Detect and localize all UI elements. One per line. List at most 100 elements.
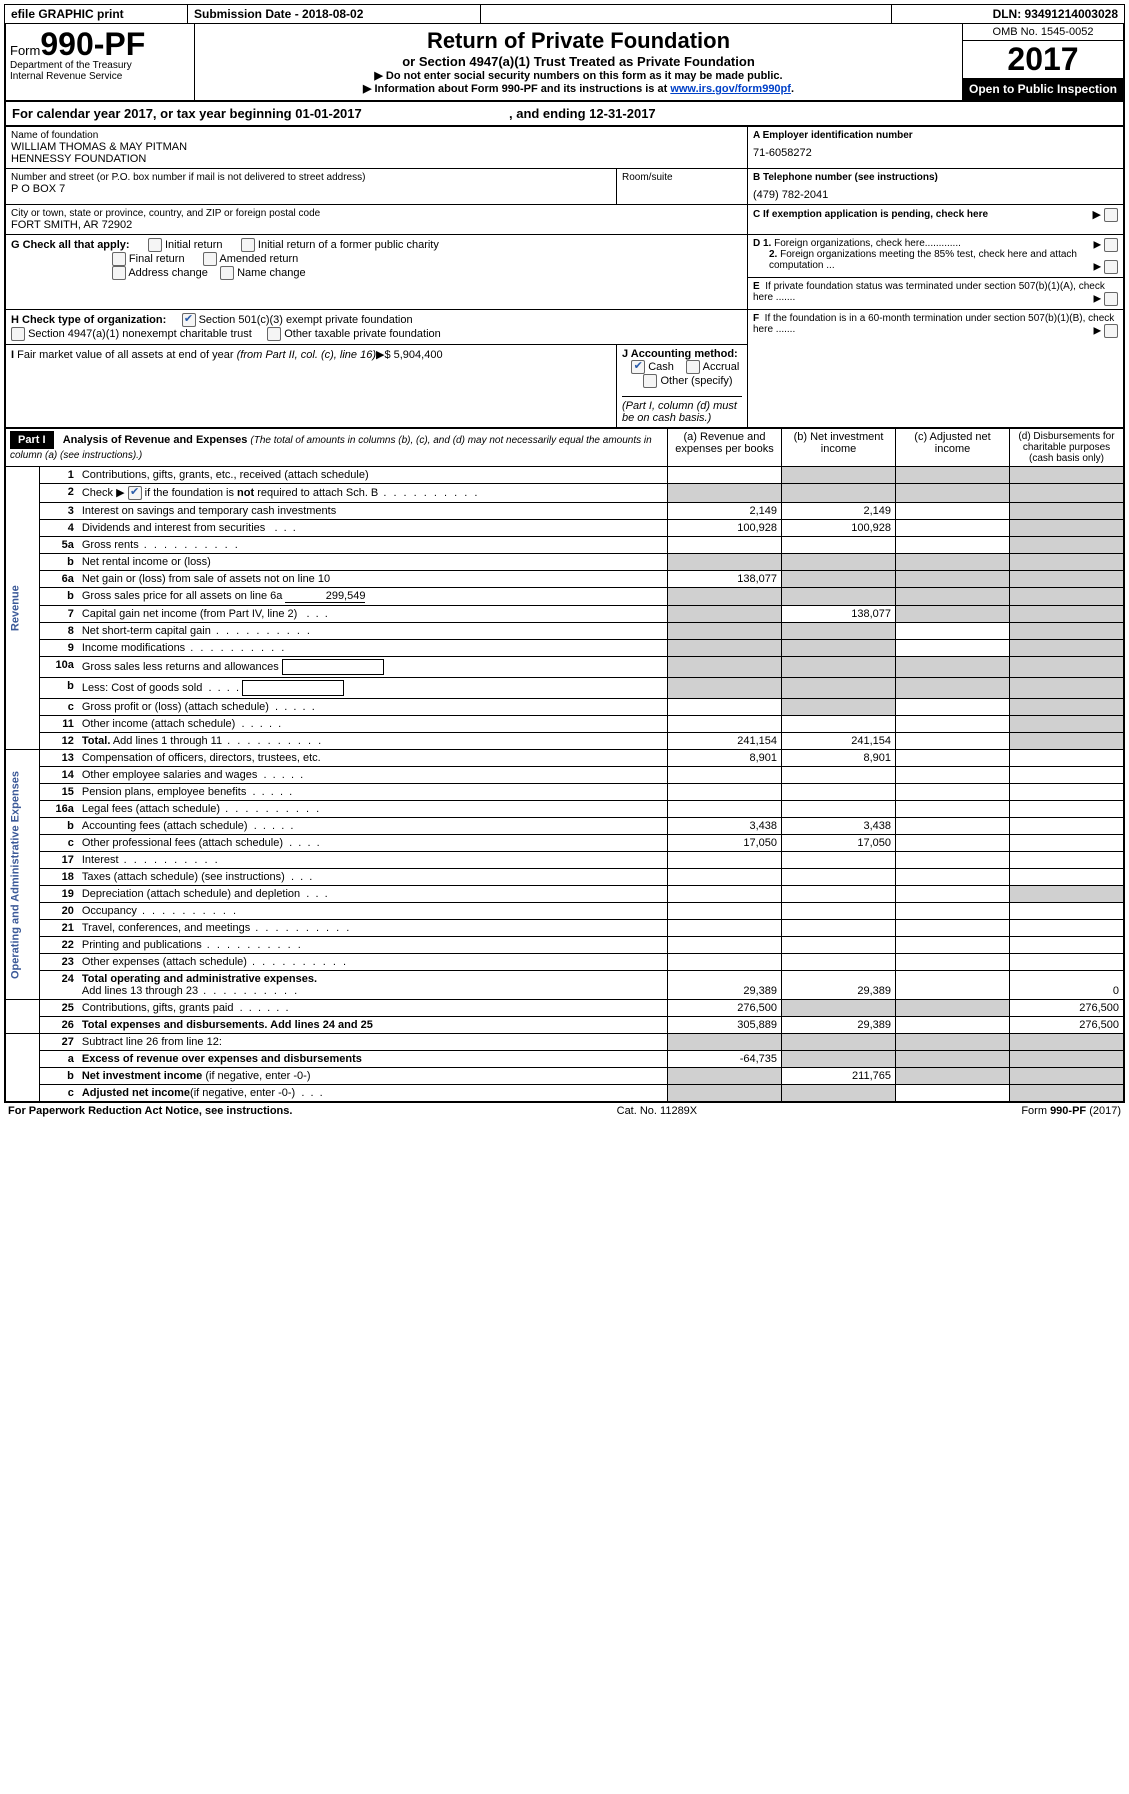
row-17-d: Interest bbox=[82, 854, 119, 866]
foundation-name-2: HENNESSY FOUNDATION bbox=[11, 153, 742, 165]
g-opt-0: Initial return bbox=[165, 239, 222, 251]
g-name-change-checkbox[interactable] bbox=[220, 266, 234, 280]
j-accrual-checkbox[interactable] bbox=[686, 360, 700, 374]
h-other-checkbox[interactable] bbox=[267, 327, 281, 341]
row-7-d: Capital gain net income (from Part IV, l… bbox=[82, 608, 297, 620]
part1-table: Part I Analysis of Revenue and Expenses … bbox=[4, 428, 1125, 1103]
g-initial-former-checkbox[interactable] bbox=[241, 238, 255, 252]
h-501c3-checkbox[interactable] bbox=[182, 313, 196, 327]
row-23-num: 23 bbox=[39, 954, 78, 971]
j-cash: Cash bbox=[648, 361, 674, 373]
row-27c-num: c bbox=[39, 1085, 78, 1103]
row-26-d-val: 276,500 bbox=[1010, 1017, 1125, 1034]
row-26-num: 26 bbox=[39, 1017, 78, 1034]
row-4-d: Dividends and interest from securities bbox=[82, 522, 265, 534]
row-16c-num: c bbox=[39, 835, 78, 852]
row-2-checkbox[interactable] bbox=[128, 486, 142, 500]
tax-period: For calendar year 2017, or tax year begi… bbox=[4, 102, 1125, 126]
c-checkbox[interactable] bbox=[1104, 208, 1118, 222]
instructions-link[interactable]: www.irs.gov/form990pf bbox=[670, 83, 791, 95]
row-13-num: 13 bbox=[39, 750, 78, 767]
row-27a-num: a bbox=[39, 1051, 78, 1068]
footer: For Paperwork Reduction Act Notice, see … bbox=[4, 1103, 1125, 1119]
submission-date: Submission Date - 2018-08-02 bbox=[188, 5, 481, 24]
row-17-desc: Interest bbox=[78, 852, 668, 869]
row-27-num: 27 bbox=[39, 1034, 78, 1051]
row-16c-desc: Other professional fees (attach schedule… bbox=[78, 835, 668, 852]
row-24-d: Total operating and administrative expen… bbox=[82, 973, 317, 985]
g-amended-checkbox[interactable] bbox=[203, 252, 217, 266]
row-23-desc: Other expenses (attach schedule) bbox=[78, 954, 668, 971]
col-b-header: (b) Net investment income bbox=[782, 429, 896, 467]
expenses-section-label: Operating and Administrative Expenses bbox=[5, 750, 39, 1000]
d1-checkbox[interactable] bbox=[1104, 238, 1118, 252]
revenue-section-label: Revenue bbox=[5, 467, 39, 750]
phone-label: B Telephone number (see instructions) bbox=[753, 172, 1118, 183]
tax-year: 2017 bbox=[963, 41, 1123, 78]
instr-link-pre: ▶ Information about Form 990-PF and its … bbox=[363, 83, 670, 95]
e-checkbox[interactable] bbox=[1104, 292, 1118, 306]
i-value: ▶$ 5,904,400 bbox=[376, 349, 443, 361]
row-27a-desc: Excess of revenue over expenses and disb… bbox=[78, 1051, 668, 1068]
h-opt2: Section 4947(a)(1) nonexempt charitable … bbox=[28, 328, 252, 340]
footer-left: For Paperwork Reduction Act Notice, see … bbox=[8, 1105, 292, 1117]
row-6b-num: b bbox=[39, 588, 78, 606]
g-final-return-checkbox[interactable] bbox=[112, 252, 126, 266]
row-1-desc: Contributions, gifts, grants, etc., rece… bbox=[78, 467, 668, 484]
j-accrual: Accrual bbox=[703, 361, 740, 373]
row-20-desc: Occupancy bbox=[78, 903, 668, 920]
row-27b-num: b bbox=[39, 1068, 78, 1085]
j-note: (Part I, column (d) must be on cash basi… bbox=[622, 400, 737, 424]
row-6a-a: 138,077 bbox=[668, 571, 782, 588]
row-7-desc: Capital gain net income (from Part IV, l… bbox=[78, 606, 668, 623]
row-4-a: 100,928 bbox=[668, 520, 782, 537]
ein-label: A Employer identification number bbox=[753, 130, 1118, 141]
d2-checkbox[interactable] bbox=[1104, 260, 1118, 274]
row-10a-num: 10a bbox=[39, 657, 78, 678]
f-label: F If the foundation is in a 60-month ter… bbox=[753, 313, 1118, 335]
row-15-num: 15 bbox=[39, 784, 78, 801]
j-label: J Accounting method: bbox=[622, 348, 738, 360]
h-4947-checkbox[interactable] bbox=[11, 327, 25, 341]
i-ref: (from Part II, col. (c), line 16) bbox=[237, 349, 376, 361]
row-10a-desc: Gross sales less returns and allowances bbox=[78, 657, 668, 678]
row-5b-desc: Net rental income or (loss) bbox=[78, 554, 668, 571]
row-12-num: 12 bbox=[39, 733, 78, 750]
row-14-d: Other employee salaries and wages bbox=[82, 769, 257, 781]
row-18-desc: Taxes (attach schedule) (see instruction… bbox=[78, 869, 668, 886]
row-16a-d: Legal fees (attach schedule) bbox=[82, 803, 220, 815]
j-other-checkbox[interactable] bbox=[643, 374, 657, 388]
row-6b-v: 299,549 bbox=[285, 590, 365, 603]
row-26-a: 305,889 bbox=[668, 1017, 782, 1034]
row-9-num: 9 bbox=[39, 640, 78, 657]
j-cash-checkbox[interactable] bbox=[631, 360, 645, 374]
row-27b-b: 211,765 bbox=[782, 1068, 896, 1085]
row-12-b: 241,154 bbox=[782, 733, 896, 750]
g-address-change-checkbox[interactable] bbox=[112, 266, 126, 280]
row-25-num: 25 bbox=[39, 1000, 78, 1017]
row-19-d: Depreciation (attach schedule) and deple… bbox=[82, 888, 300, 900]
g-initial-return-checkbox[interactable] bbox=[148, 238, 162, 252]
row-25-d-val: 276,500 bbox=[1010, 1000, 1125, 1017]
row-3-a: 2,149 bbox=[668, 503, 782, 520]
row-15-d: Pension plans, employee benefits bbox=[82, 786, 247, 798]
form-header: Form990-PF Department of the Treasury In… bbox=[4, 24, 1125, 102]
row-7-num: 7 bbox=[39, 606, 78, 623]
row-24-d2: Add lines 13 through 23 bbox=[82, 985, 198, 997]
room-label: Room/suite bbox=[622, 172, 742, 183]
row-16c-a: 17,050 bbox=[668, 835, 782, 852]
row-25-desc: Contributions, gifts, grants paid . . . … bbox=[78, 1000, 668, 1017]
row-10b-num: b bbox=[39, 678, 78, 699]
row-5a-desc: Gross rents bbox=[78, 537, 668, 554]
row-2-desc: Check ▶ if the foundation is not require… bbox=[78, 484, 668, 503]
row-27b-desc: Net investment income (if negative, ente… bbox=[78, 1068, 668, 1085]
f-checkbox[interactable] bbox=[1104, 324, 1118, 338]
d2-label: 2. Foreign organizations meeting the 85%… bbox=[753, 249, 1118, 271]
g-opt-1: Initial return of a former public charit… bbox=[258, 239, 439, 251]
dept-irs: Internal Revenue Service bbox=[10, 71, 190, 82]
row-26-b: 29,389 bbox=[782, 1017, 896, 1034]
efile-label: efile GRAPHIC print bbox=[5, 5, 188, 24]
g-opt-5: Name change bbox=[237, 267, 306, 279]
row-4-b: 100,928 bbox=[782, 520, 896, 537]
row-24-desc: Total operating and administrative expen… bbox=[78, 971, 668, 1000]
